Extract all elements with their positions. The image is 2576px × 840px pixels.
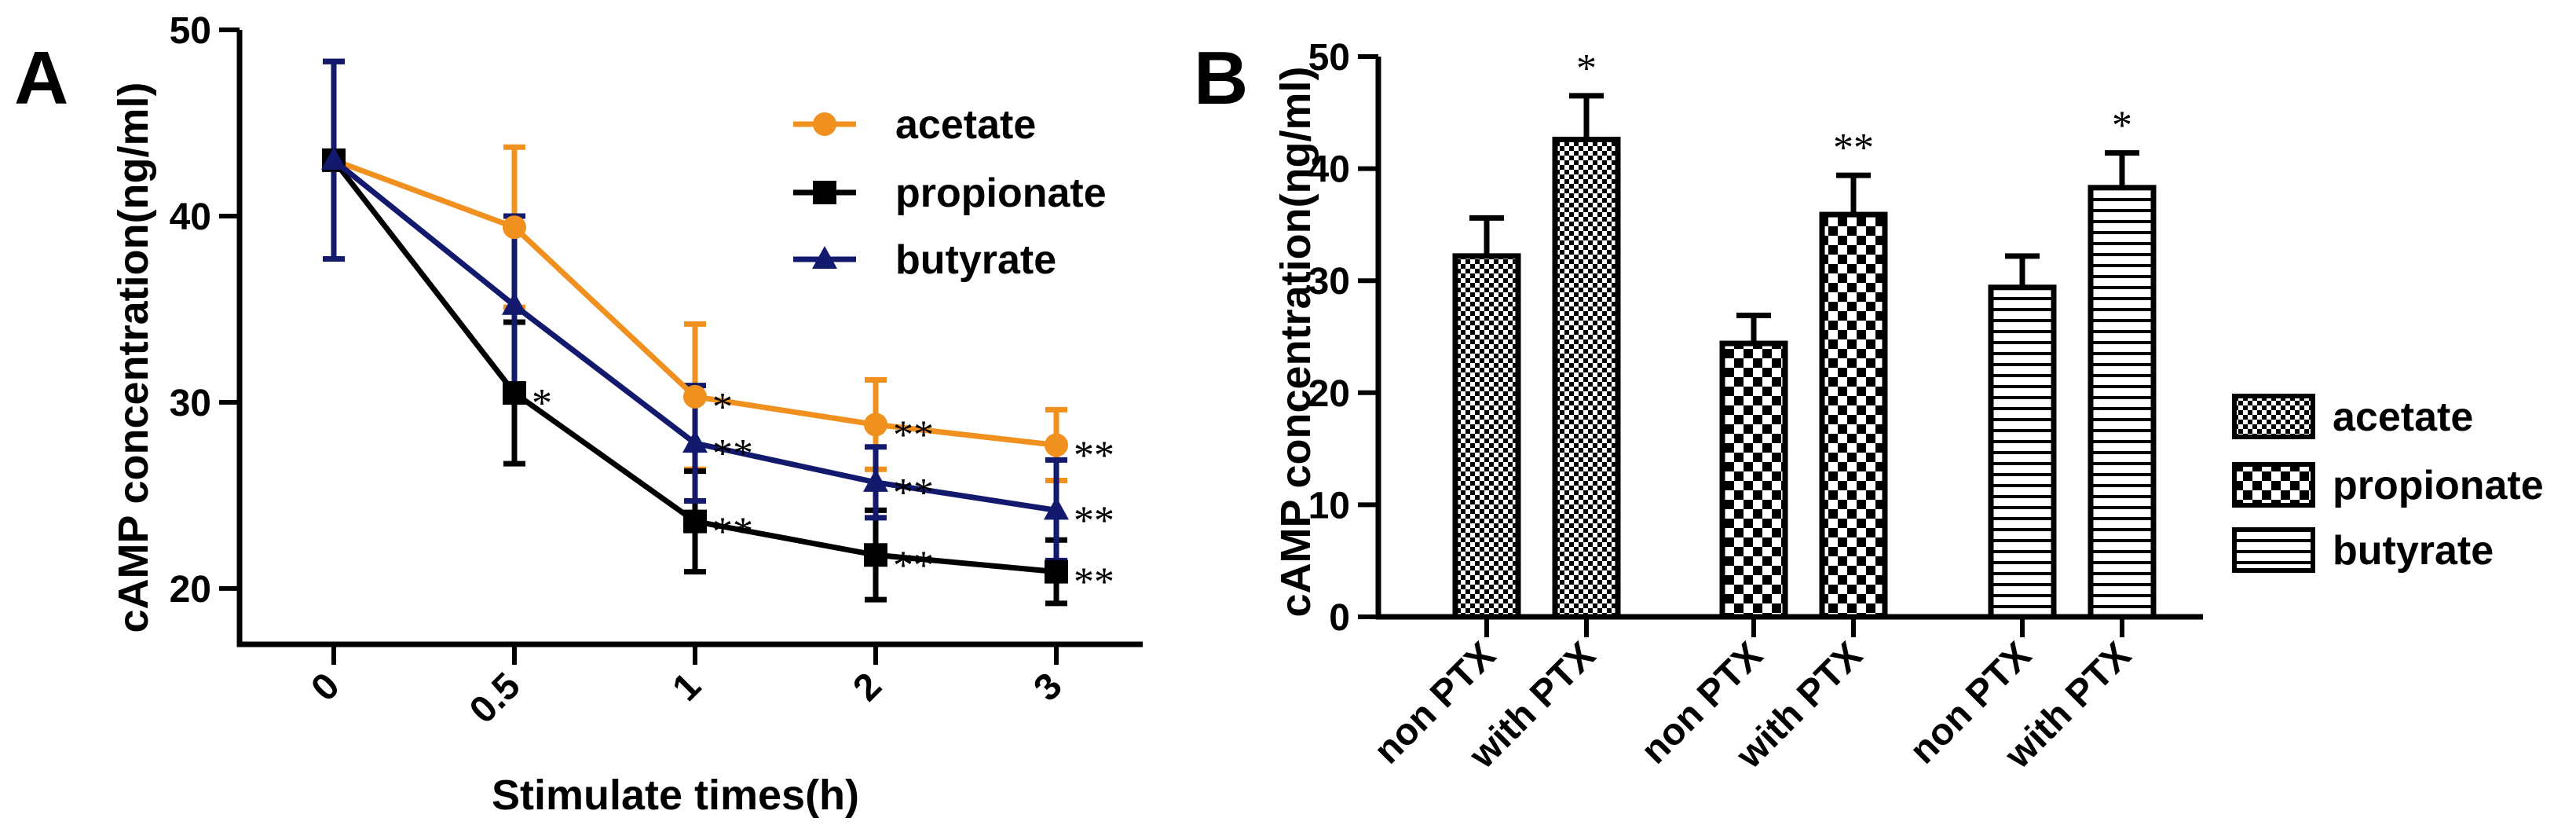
panel-b-bar (1452, 253, 1521, 620)
panel-b-bar-group (1988, 253, 2057, 620)
panel-a-significance: ** (1074, 560, 1114, 605)
panel-a-legend-item: acetate (793, 102, 1036, 148)
panel-a-legend-marker (813, 112, 836, 136)
panel-b-bar (2088, 185, 2157, 620)
panel-a-x-ticks: 0 0.5 1 2 3 (303, 644, 1070, 732)
panel-a-y-axis-title: cAMP concentration(ng/ml) (110, 82, 157, 633)
panel-a-point (863, 468, 888, 492)
panel-a-significance: ** (1074, 433, 1114, 478)
panel-b-bar (1988, 284, 2057, 620)
panel-b-legend-label: propionate (2333, 463, 2544, 508)
panel-b-label: B (1194, 36, 1248, 120)
panel-a-significance: ** (893, 543, 934, 588)
panel-b-legend-swatch (2232, 527, 2315, 573)
panel-b-legend: acetate propionate butyrate (2232, 394, 2544, 574)
panel-a-significance: ** (712, 431, 753, 476)
panel-a-point (683, 384, 707, 409)
panel-a-point (682, 430, 708, 453)
panel-a-x-tick-label: 3 (1026, 665, 1070, 709)
panel-a-legend-label: acetate (895, 102, 1036, 148)
panel-b-y-axis-title: cAMP concentration(ng/ml) (1272, 66, 1319, 617)
panel-a-legend-item: propionate (793, 171, 1107, 216)
panel-a-y-tick-label: 20 (170, 569, 211, 611)
panel-b-y-tick-label: 40 (1308, 149, 1350, 191)
panel-a-point (1045, 433, 1068, 457)
panel-a-x-tick-label: 0.5 (462, 665, 529, 732)
panel-a-y-tick-label: 30 (170, 383, 211, 424)
panel-a-label: A (14, 36, 68, 120)
panel-a-y-ticks: 20 30 40 50 (170, 10, 240, 611)
panel-a-point (502, 292, 527, 315)
panel-b-bar-group (1719, 312, 1788, 620)
panel-a-point (321, 146, 346, 170)
panel-a-legend-marker (812, 246, 837, 269)
panel-b-y-tick-label: 20 (1308, 373, 1350, 415)
panel-b-legend-item: propionate (2232, 462, 2544, 508)
panel-a-point (1044, 497, 1069, 520)
panel-a-point (864, 543, 887, 567)
panel-a-series-line-propionate: ***** ** (322, 148, 1114, 605)
panel-a-significance: ** (893, 413, 934, 457)
panel-b-legend-swatch (2232, 462, 2315, 508)
panel-a-point (503, 381, 526, 405)
panel-b-legend-label: acetate (2333, 394, 2473, 440)
panel-b-legend-swatch (2232, 394, 2315, 439)
panel-b-bar (1719, 340, 1788, 620)
panel-a-legend: acetate propionate butyrate (793, 102, 1107, 283)
panel-b-bar-group: ** (1819, 126, 1888, 620)
panel-a-point (864, 413, 887, 437)
panel-b-significance: ** (1833, 126, 1874, 171)
panel-a-y-tick-label: 40 (170, 196, 211, 238)
panel-a-x-tick-label: 1 (664, 665, 708, 709)
panel-b-legend-item: butyrate (2232, 527, 2494, 574)
panel-b-y-ticks: 0 10 20 30 40 50 (1308, 37, 1378, 639)
panel-a-significance: * (532, 381, 552, 426)
panel-a-axes (236, 30, 1143, 647)
panel-b-bars: **** (1452, 46, 2157, 620)
panel-a-axis-lines (236, 30, 1143, 647)
panel-a-significance: ** (712, 510, 753, 555)
panel-a-point (683, 509, 707, 534)
panel-a-legend-label: butyrate (895, 237, 1056, 283)
panel-a-x-axis-title: Stimulate times(h) (492, 772, 859, 819)
panel-b-y-tick-label: 50 (1308, 37, 1350, 79)
panel-b: B cAMP concentration(ng/ml) 01020304050 … (1194, 36, 2544, 777)
panel-b-legend-item: acetate (2232, 394, 2473, 440)
panel-b-significance: * (1576, 46, 1597, 91)
panel-a-x-tick-label: 0 (303, 665, 347, 709)
panel-a-legend-label: propionate (895, 171, 1107, 216)
panel-a-legend-marker (813, 181, 836, 204)
panel-b-bar (1552, 137, 1621, 620)
panel-b-bar-group: * (2088, 104, 2157, 620)
panel-a-y-tick-label: 50 (170, 10, 211, 52)
panel-b-y-tick-label: 10 (1308, 485, 1350, 526)
panel-b-y-tick-label: 30 (1308, 261, 1350, 303)
panel-b-legend-label: butyrate (2333, 528, 2494, 574)
panel-a-significance: ** (893, 471, 934, 515)
panel-a-point (503, 215, 526, 240)
panel-a-point (1045, 559, 1068, 584)
panel-a-series-line-butyrate: ****** (321, 146, 1114, 543)
panel-b-y-tick-label: 0 (1329, 597, 1350, 639)
panel-b-bar (1819, 211, 1888, 620)
panel-a-x-tick-label: 2 (845, 665, 889, 709)
panel-a-significance: ** (1074, 498, 1114, 543)
panel-b-bar-group (1452, 215, 1521, 620)
panel-a: A cAMP concentration(ng/ml) Stimulate ti… (14, 10, 1143, 819)
panel-a-significance: * (712, 385, 733, 430)
panel-b-significance: * (2112, 104, 2132, 149)
panel-b-bar-group: * (1552, 46, 1621, 620)
panel-a-series: *** ******* ******** (321, 58, 1114, 607)
panel-a-legend-item: butyrate (793, 237, 1056, 283)
